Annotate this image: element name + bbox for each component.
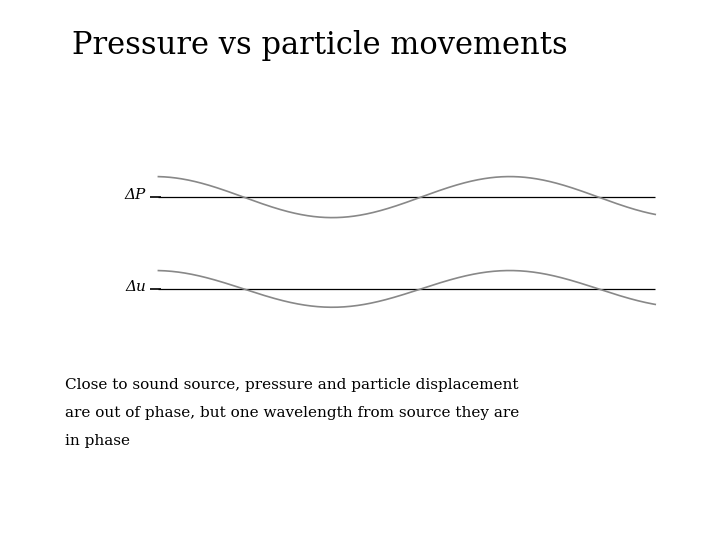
Text: are out of phase, but one wavelength from source they are: are out of phase, but one wavelength fro… bbox=[65, 406, 519, 420]
Text: in phase: in phase bbox=[65, 434, 130, 448]
Text: Close to sound source, pressure and particle displacement: Close to sound source, pressure and part… bbox=[65, 378, 518, 392]
Text: Δu: Δu bbox=[125, 280, 146, 294]
Text: ΔP: ΔP bbox=[125, 188, 146, 202]
Text: Pressure vs particle movements: Pressure vs particle movements bbox=[72, 30, 568, 60]
